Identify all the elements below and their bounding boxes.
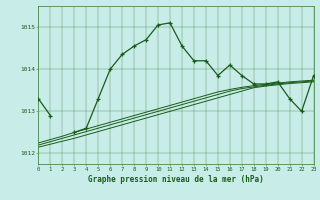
X-axis label: Graphe pression niveau de la mer (hPa): Graphe pression niveau de la mer (hPa): [88, 175, 264, 184]
